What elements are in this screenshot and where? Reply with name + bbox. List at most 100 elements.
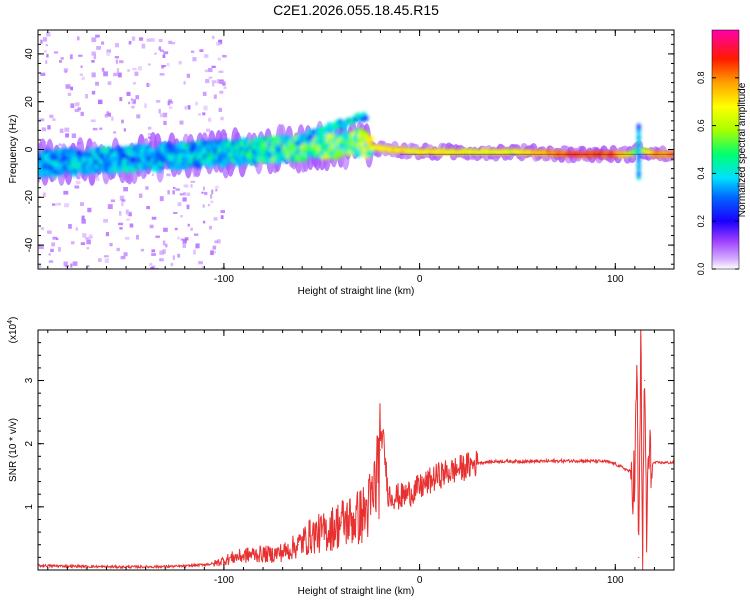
heatmap-speckle — [80, 65, 83, 68]
heatmap-speckle — [75, 227, 78, 231]
heatmap-speckle — [93, 54, 97, 60]
heatmap-speckle — [218, 40, 222, 43]
heatmap-speckle — [47, 230, 52, 234]
heatmap-speckle — [212, 245, 217, 250]
heatmap-speckle — [105, 232, 110, 237]
heatmap-speckle — [119, 195, 125, 201]
heatmap-speckle — [132, 67, 137, 71]
heatmap-speckle — [135, 95, 140, 100]
heatmap-speckle — [167, 100, 171, 106]
heatmap-speckle — [48, 253, 51, 256]
heatmap-speckle — [92, 127, 98, 131]
heatmap-speckle — [214, 240, 218, 244]
heatmap-speckle — [220, 210, 225, 213]
heatmap-speckle — [64, 203, 70, 208]
snr-data-point — [325, 531, 327, 533]
heatmap-speckle — [193, 249, 196, 255]
heatmap-speckle — [177, 236, 180, 240]
heatmap-speckle — [168, 99, 172, 103]
heatmap-speckle — [116, 247, 120, 252]
heatmap-speckle — [136, 234, 139, 240]
heatmap-speckle — [131, 36, 136, 41]
heatmap-speckle — [210, 200, 214, 204]
heatmap-speckle — [58, 143, 62, 146]
heatmap-speckle — [149, 262, 153, 266]
heatmap-speckle — [190, 184, 193, 188]
heatmap-speckle — [103, 218, 108, 223]
heatmap-speckle — [95, 34, 100, 38]
heatmap-ridge-cell — [237, 157, 245, 166]
heatmap-speckle — [48, 260, 54, 263]
heatmap-speckle — [168, 40, 173, 44]
heatmap-speckle — [81, 76, 85, 80]
heatmap-speckle — [80, 242, 86, 246]
heatmap-rising-cell — [307, 133, 314, 140]
heatmap-speckle — [138, 66, 142, 71]
heatmap-speckle — [49, 114, 54, 118]
heatmap-speckle — [129, 223, 134, 228]
top-y-axis-label: Frequency (Hz) — [8, 115, 19, 184]
scale-prefix: (x10 — [8, 323, 19, 343]
heatmap-speckle — [144, 103, 147, 109]
snr-data-point — [387, 493, 389, 495]
heatmap-speckle — [173, 211, 178, 215]
heatmap-speckle — [217, 57, 221, 61]
heatmap-speckle — [47, 125, 51, 130]
snr-data-point — [297, 544, 299, 546]
heatmap-speckle — [44, 49, 47, 53]
snr-data-point — [285, 550, 288, 552]
heatmap-speckle — [159, 258, 164, 262]
snr-data-point — [66, 565, 68, 567]
heatmap-speckle — [87, 207, 92, 213]
heatmap-speckle — [110, 199, 116, 203]
heatmap-speckle — [81, 215, 85, 220]
heatmap-speckle — [216, 239, 221, 244]
heatmap-speckle — [91, 37, 97, 43]
heatmap-speckle — [210, 250, 214, 256]
heatmap-speckle — [174, 227, 178, 231]
bottom-plot-frame — [37, 329, 675, 571]
heatmap-speckle — [82, 233, 87, 238]
snr-data-point — [399, 496, 401, 498]
heatmap-speckle — [172, 186, 176, 189]
snr-data-point — [497, 460, 499, 462]
heatmap-speckle — [128, 101, 131, 105]
x-tick-label: 0 — [417, 575, 423, 586]
heatmap-speckle — [51, 242, 56, 247]
snr-line — [38, 330, 674, 570]
heatmap-speckle — [149, 38, 155, 42]
heatmap-speckle — [91, 51, 96, 56]
heatmap-speckle — [159, 196, 164, 202]
y-tick-label: -40 — [24, 237, 35, 252]
heatmap-speckle — [50, 248, 54, 253]
heatmap-speckle — [155, 235, 160, 238]
heatmap-speckle — [209, 194, 213, 199]
top-plot-area — [38, 32, 674, 269]
heatmap-speckle — [215, 188, 218, 192]
heatmap-speckle — [56, 202, 62, 206]
heatmap-speckle — [180, 215, 183, 218]
heatmap-speckle — [104, 114, 109, 118]
heatmap-speckle — [38, 244, 44, 249]
heatmap-streak-cell — [636, 123, 641, 128]
snr-data-point — [575, 460, 577, 462]
heatmap-speckle — [124, 236, 130, 240]
heatmap-speckle — [172, 190, 175, 195]
heatmap-speckle — [125, 218, 131, 221]
heatmap-speckle — [75, 102, 80, 107]
heatmap-speckle — [193, 233, 199, 236]
heatmap-speckle — [40, 72, 46, 76]
heatmap-speckle — [167, 190, 170, 195]
colorbar-ticks: 0.0 0.2 0.4 0.6 0.8 — [696, 72, 739, 275]
heatmap-speckle — [207, 204, 211, 207]
heatmap-speckle — [69, 54, 73, 60]
snr-data-point — [379, 449, 382, 451]
heatmap-speckle — [89, 234, 93, 238]
heatmap-speckle — [169, 106, 173, 109]
heatmap-speckle — [147, 126, 152, 130]
heatmap-speckle — [159, 113, 164, 118]
heatmap-speckle — [70, 263, 73, 268]
heatmap-speckle — [159, 250, 165, 255]
heatmap-speckle — [63, 261, 68, 267]
heatmap-speckle — [76, 36, 80, 41]
